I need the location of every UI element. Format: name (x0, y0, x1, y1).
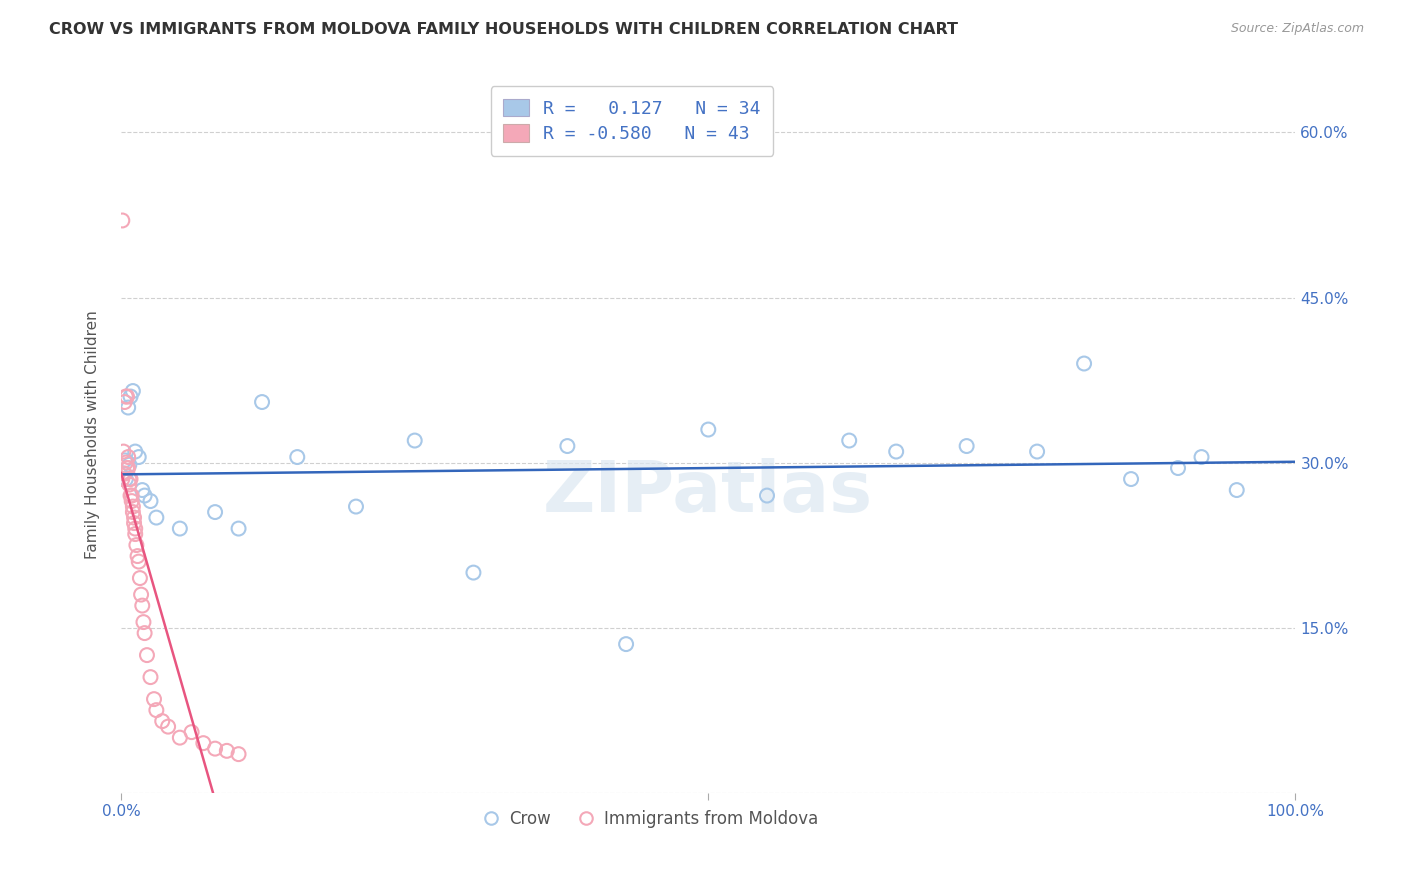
Point (127, 549, 149, 563)
Point (756, 489, 779, 503)
Point (114, 467, 136, 481)
Point (557, 439, 579, 453)
Point (228, 747, 250, 761)
Point (118, 477, 141, 491)
Point (1073, 357, 1095, 371)
Point (215, 744, 238, 758)
Point (143, 692, 166, 706)
Point (111, 213, 134, 227)
Point (285, 450, 308, 464)
Point (121, 489, 143, 503)
Point (115, 461, 138, 475)
Point (132, 615, 155, 629)
Point (145, 703, 167, 717)
Point (128, 450, 150, 464)
Point (122, 384, 145, 398)
Point (122, 505, 145, 519)
Point (112, 444, 135, 458)
Point (1167, 461, 1189, 475)
Point (114, 453, 136, 467)
Point (614, 637, 637, 651)
Point (1191, 450, 1213, 464)
Point (884, 444, 907, 458)
Point (124, 522, 146, 536)
Point (128, 555, 150, 569)
Point (120, 390, 142, 404)
Point (1026, 444, 1049, 458)
Text: Source: ZipAtlas.com: Source: ZipAtlas.com (1230, 22, 1364, 36)
Point (122, 516, 145, 530)
Point (118, 458, 141, 472)
Point (117, 401, 139, 415)
Point (697, 423, 720, 437)
Point (114, 456, 136, 470)
Point (125, 538, 148, 552)
Point (114, 472, 136, 486)
Point (157, 720, 180, 734)
Point (169, 731, 191, 745)
Point (118, 472, 141, 486)
Point (120, 472, 142, 486)
Point (139, 494, 162, 508)
Point (112, 467, 135, 481)
Point (150, 714, 173, 728)
Point (956, 439, 979, 453)
Point (114, 390, 136, 404)
Point (1119, 472, 1142, 486)
Point (344, 500, 367, 514)
Point (122, 500, 145, 514)
Point (124, 527, 146, 541)
Point (120, 489, 142, 503)
Point (111, 472, 134, 486)
Point (121, 494, 143, 508)
Point (463, 566, 485, 580)
Point (250, 395, 273, 409)
Point (136, 648, 159, 662)
Point (204, 505, 226, 519)
Point (122, 510, 145, 524)
Point (131, 483, 153, 497)
Point (204, 741, 226, 756)
Text: CROW VS IMMIGRANTS FROM MOLDOVA FAMILY HOUSEHOLDS WITH CHILDREN CORRELATION CHAR: CROW VS IMMIGRANTS FROM MOLDOVA FAMILY H… (49, 22, 959, 37)
Point (228, 522, 250, 536)
Point (124, 444, 146, 458)
Point (180, 725, 202, 739)
Point (117, 461, 139, 475)
Point (1226, 483, 1249, 497)
Point (129, 571, 152, 585)
Point (139, 670, 162, 684)
Point (115, 390, 138, 404)
Point (131, 599, 153, 613)
Point (117, 450, 139, 464)
Point (838, 434, 860, 448)
Y-axis label: Family Households with Children: Family Households with Children (86, 310, 100, 559)
Point (114, 395, 136, 409)
Point (134, 626, 156, 640)
Point (145, 510, 167, 524)
Point (134, 489, 156, 503)
Point (404, 434, 426, 448)
Legend: Crow, Immigrants from Moldova: Crow, Immigrants from Moldova (474, 803, 825, 834)
Text: ZIPatlas: ZIPatlas (543, 458, 873, 527)
Point (169, 522, 191, 536)
Point (129, 588, 152, 602)
Point (193, 736, 215, 750)
